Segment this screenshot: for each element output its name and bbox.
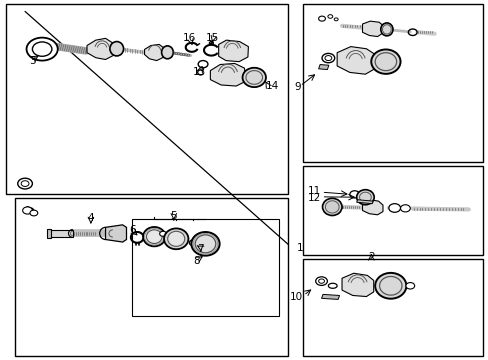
Circle shape <box>333 18 337 21</box>
Bar <box>15 198 288 356</box>
Polygon shape <box>144 44 163 60</box>
Circle shape <box>388 204 400 212</box>
Polygon shape <box>105 225 126 242</box>
Circle shape <box>327 15 332 18</box>
Text: 8: 8 <box>193 256 200 266</box>
Ellipse shape <box>242 68 265 87</box>
Polygon shape <box>356 200 372 204</box>
Polygon shape <box>218 40 248 62</box>
Text: 12: 12 <box>306 193 320 203</box>
Polygon shape <box>87 39 114 59</box>
Circle shape <box>189 240 197 246</box>
Ellipse shape <box>110 41 123 56</box>
Ellipse shape <box>370 49 400 74</box>
Polygon shape <box>49 230 73 237</box>
Ellipse shape <box>322 198 341 216</box>
Circle shape <box>318 279 324 283</box>
Polygon shape <box>47 229 51 238</box>
Circle shape <box>318 16 325 21</box>
Text: 2: 2 <box>367 252 374 262</box>
Ellipse shape <box>191 232 219 256</box>
Text: 6: 6 <box>129 225 135 235</box>
Text: 14: 14 <box>265 81 278 91</box>
Bar <box>5 4 288 194</box>
Circle shape <box>30 210 38 216</box>
Bar <box>303 259 483 356</box>
Circle shape <box>349 191 359 198</box>
Text: 10: 10 <box>289 292 303 302</box>
Text: 7: 7 <box>197 244 203 254</box>
Polygon shape <box>321 294 339 300</box>
Polygon shape <box>362 200 382 215</box>
Ellipse shape <box>380 23 392 36</box>
Circle shape <box>198 60 207 68</box>
Circle shape <box>159 231 166 236</box>
Bar <box>132 220 278 316</box>
Text: 16: 16 <box>183 33 196 43</box>
Circle shape <box>22 207 32 214</box>
Circle shape <box>21 181 29 186</box>
Ellipse shape <box>167 231 184 246</box>
Bar <box>303 4 483 162</box>
Circle shape <box>400 205 409 212</box>
Circle shape <box>325 55 331 60</box>
Ellipse shape <box>143 227 165 246</box>
Ellipse shape <box>356 190 373 205</box>
Polygon shape <box>318 64 328 69</box>
Polygon shape <box>210 63 245 86</box>
Text: 9: 9 <box>293 82 300 92</box>
Text: 5: 5 <box>170 211 177 221</box>
Ellipse shape <box>374 273 406 299</box>
Circle shape <box>405 283 414 289</box>
Polygon shape <box>336 46 374 74</box>
Text: 15: 15 <box>206 33 219 42</box>
Circle shape <box>18 178 32 189</box>
Circle shape <box>32 42 52 56</box>
Circle shape <box>315 277 327 285</box>
Polygon shape <box>341 273 373 297</box>
Text: 11: 11 <box>306 186 320 197</box>
Ellipse shape <box>146 230 162 243</box>
Ellipse shape <box>161 46 173 59</box>
Circle shape <box>26 38 58 60</box>
Text: 13: 13 <box>193 67 206 77</box>
Polygon shape <box>362 21 383 37</box>
Ellipse shape <box>195 235 215 253</box>
Circle shape <box>322 53 334 63</box>
Text: 1: 1 <box>297 243 303 253</box>
Ellipse shape <box>163 228 188 249</box>
Bar <box>303 166 483 255</box>
Text: 4: 4 <box>87 213 94 222</box>
Text: 3: 3 <box>29 55 36 66</box>
